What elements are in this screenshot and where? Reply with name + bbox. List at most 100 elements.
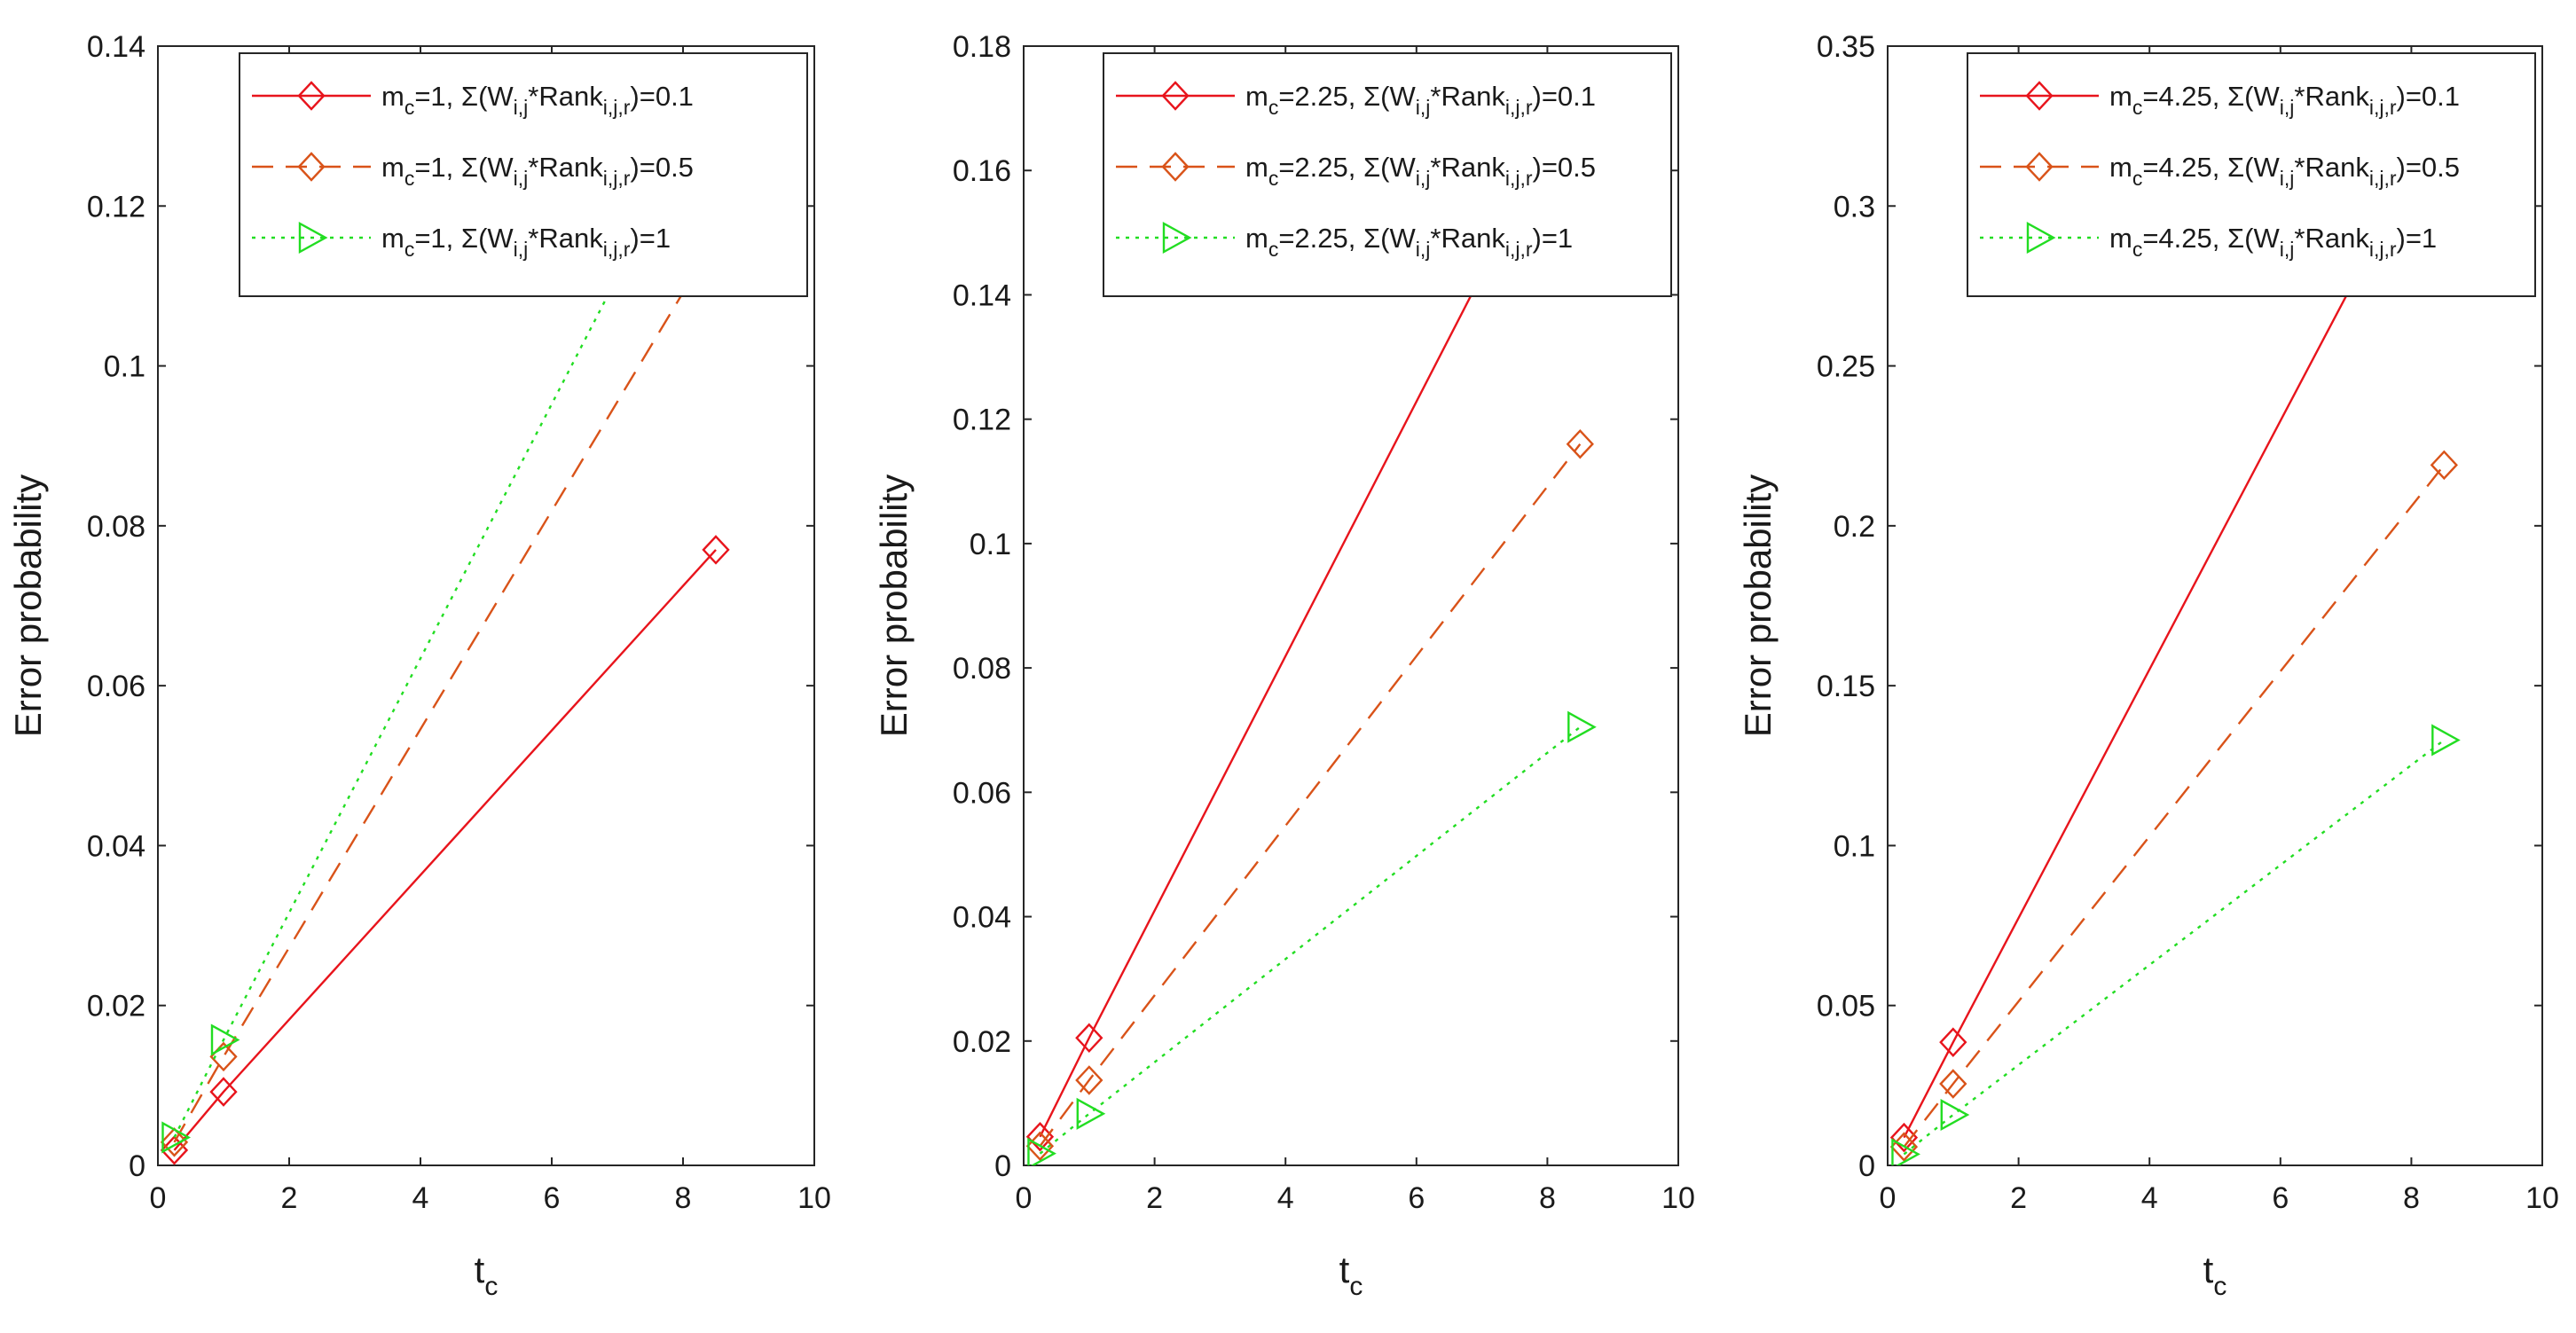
legend-text-part: =2.25, [1278, 152, 1363, 183]
legend-text-part: (W [1380, 81, 1416, 112]
legend-subscript: c [404, 238, 415, 261]
x-axis-label: tc [1339, 1249, 1363, 1301]
legend-text-part: (W [1380, 223, 1416, 254]
legend-text-part: Σ [2227, 152, 2244, 183]
plot-area [1889, 95, 2461, 1165]
plot-area [1025, 68, 1597, 1165]
x-axis-label-sub: c [484, 1272, 498, 1301]
y-tick-label: 0.08 [87, 510, 145, 544]
legend-subscript: c [2132, 96, 2143, 119]
legend: mc=1, Σ(Wi,j*Ranki,j,r)=0.1mc=1, Σ(Wi,j*… [239, 52, 808, 297]
legend-subscript: i,j [1416, 167, 1431, 190]
legend-text-part: )=0.5 [2397, 152, 2461, 183]
y-tick-label: 0.04 [953, 901, 1011, 935]
legend-entry-1: mc=2.25, Σ(Wi,j*Ranki,j,r)=0.1 [1245, 81, 1596, 119]
x-tick-label: 4 [1277, 1181, 1294, 1215]
legend-text-part: (W [478, 81, 514, 112]
legend-subscript: i,j [514, 96, 529, 119]
legend-marker-2 [1161, 152, 1190, 182]
legend-entry-1: mc=1, Σ(Wi,j*Ranki,j,r)=0.1 [381, 81, 694, 119]
x-tick-label: 2 [281, 1181, 298, 1215]
series-1-point [1075, 1023, 1103, 1054]
y-tick-label: 0.14 [87, 30, 145, 64]
legend-subscript: c [2132, 167, 2143, 190]
legend-marker-3 [1162, 221, 1192, 255]
legend-subscript: i,j [2280, 167, 2295, 190]
y-tick-label: 0.02 [87, 990, 145, 1023]
legend-subscript: i,j,r [1505, 238, 1533, 261]
legend-text-part: )=1 [1533, 223, 1574, 254]
legend-entry-2: mc=1, Σ(Wi,j*Ranki,j,r)=0.5 [381, 152, 694, 190]
x-tick-label: 8 [1539, 1181, 1556, 1215]
y-tick-label: 0 [1858, 1149, 1875, 1183]
y-tick-label: 0.35 [1817, 30, 1875, 64]
series-2-point [160, 1127, 189, 1157]
series-2-line [1039, 443, 1582, 1147]
x-axis-label-sub: c [1349, 1272, 1363, 1301]
panel-2: 0 2 4 6 8 10 0 0.02 0.04 0.06 0.08 0.1 0.12 0.14 0.16 0… [873, 30, 1695, 1301]
y-tick-label: 0.05 [1817, 990, 1875, 1023]
x-tick-label: 0 [1880, 1181, 1897, 1215]
legend-entry-2: mc=2.25, Σ(Wi,j*Ranki,j,r)=0.5 [1245, 152, 1596, 190]
series-2-point [2430, 450, 2458, 481]
legend: mc=4.25, Σ(Wi,j*Ranki,j,r)=0.1mc=4.25, Σ… [1967, 52, 2536, 297]
legend-marker-2 [2025, 152, 2054, 182]
legend-text-part: *Rank [528, 152, 603, 183]
series-3-line [173, 85, 718, 1138]
x-tick-label: 10 [797, 1181, 831, 1215]
legend-entry-2: mc=4.25, Σ(Wi,j*Ranki,j,r)=0.5 [2109, 152, 2460, 190]
series-1-point [209, 1077, 238, 1107]
series-3-point [2431, 724, 2461, 757]
legend-text-part: (W [1380, 152, 1416, 183]
legend-text-part: *Rank [1430, 152, 1505, 183]
legend-text-part: )=1 [630, 223, 671, 254]
y-tick-label: 0.15 [1817, 670, 1875, 703]
legend-text-part: m [2109, 152, 2132, 183]
x-axis-label-main: t [1339, 1249, 1350, 1290]
y-axis-label: Error probability [1737, 474, 1779, 737]
legend-subscript: i,j [1416, 238, 1431, 261]
legend-text-part: )=1 [2397, 223, 2438, 254]
legend-text-part: =1, [414, 152, 461, 183]
panel-3: 0 2 4 6 8 1000.050.10.150.20.250.30.35tcError… [1737, 30, 2559, 1301]
series-3-line [1039, 725, 1582, 1155]
legend-text-part: m [381, 81, 404, 112]
legend-subscript: i,j [514, 167, 529, 190]
legend-text-part: m [1245, 81, 1268, 112]
legend-entry-3: mc=2.25, Σ(Wi,j*Ranki,j,r)=1 [1245, 223, 1573, 261]
legend-text-part: Σ [1363, 81, 1380, 112]
legend-text-part: (W [478, 223, 514, 254]
x-tick-label: 10 [2525, 1181, 2559, 1215]
series-2-line [1903, 464, 2446, 1148]
legend-subscript: c [404, 96, 415, 119]
legend-subscript: i,j,r [603, 96, 631, 119]
legend-subscript: c [1268, 238, 1279, 261]
y-tick-label: 0.06 [953, 776, 1011, 810]
x-tick-label: 6 [2272, 1181, 2289, 1215]
legend-box [1103, 52, 1672, 297]
legend-text-part: m [1245, 152, 1268, 183]
y-tick-label: 0.06 [87, 670, 145, 703]
y-tick-label: 0.3 [1834, 190, 1875, 223]
legend-subscript: i,j,r [2369, 167, 2397, 190]
legend-text-part: )=0.1 [2397, 81, 2461, 112]
legend-subscript: i,j [514, 238, 529, 261]
x-tick-label: 0 [150, 1181, 167, 1215]
legend-entry-3: mc=1, Σ(Wi,j*Ranki,j,r)=1 [381, 223, 671, 261]
legend-text-part: =4.25, [2142, 223, 2227, 254]
legend-entry-1: mc=4.25, Σ(Wi,j*Ranki,j,r)=0.1 [2109, 81, 2460, 119]
y-tick-label: 0.14 [953, 278, 1011, 312]
x-tick-label: 8 [2403, 1181, 2420, 1215]
legend-marker-3 [2026, 221, 2056, 255]
y-tick-label: 0.2 [1834, 510, 1875, 544]
legend-text-part: Σ [2227, 223, 2244, 254]
legend-text-part: (W [478, 152, 514, 183]
x-tick-label: 0 [1016, 1181, 1033, 1215]
x-axis-label-sub: c [2213, 1272, 2227, 1301]
legend-text-part: Σ [461, 152, 478, 183]
series-3-point [1027, 1137, 1056, 1165]
series-3-point [1940, 1098, 1970, 1132]
legend-text-part: Σ [1363, 152, 1380, 183]
x-axis-label: tc [475, 1249, 499, 1301]
